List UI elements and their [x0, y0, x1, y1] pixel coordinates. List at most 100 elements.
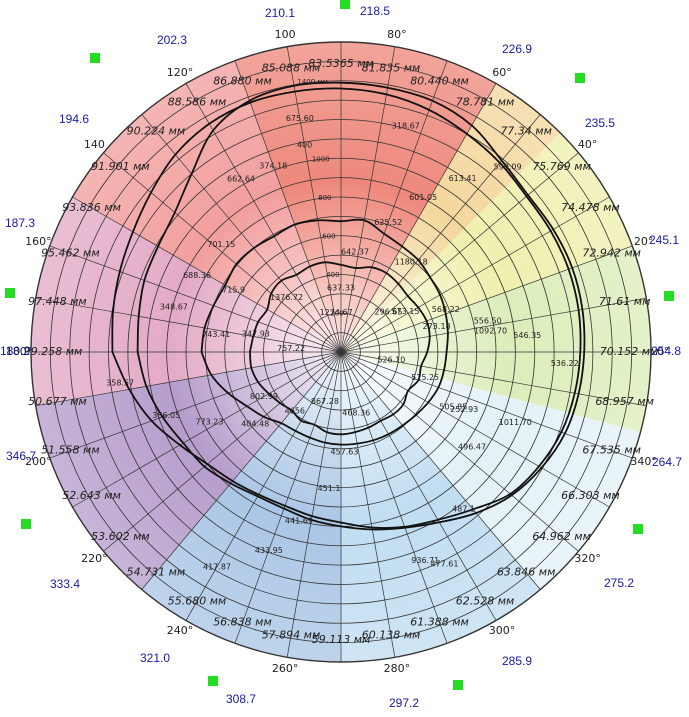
inner-value-label: 715.9 [222, 286, 245, 295]
outer-mm-label: 60.138 мм [362, 629, 421, 642]
blue-side-number: 210.1 [265, 6, 295, 20]
inner-value-label: 515.25 [411, 373, 439, 382]
grid-spoke [72, 351, 342, 508]
inner-value-label: 1092.70 [474, 326, 507, 335]
inner-value-label: 457.63 [330, 447, 358, 456]
radial-tick-label: 600 [322, 232, 335, 240]
grid-spoke [286, 46, 342, 353]
outer-mm-label: 91.901 мм [91, 160, 150, 173]
grid-spoke [103, 351, 342, 552]
outer-mm-label: 77.34 мм [500, 124, 552, 137]
outer-mm-label: 86.880 мм [213, 74, 272, 87]
green-marker [575, 73, 585, 83]
grid-spoke [340, 196, 610, 353]
outer-mm-label: 70.152 мм [600, 345, 659, 358]
grid-spoke [340, 245, 633, 353]
grid-spoke [340, 46, 396, 353]
angle-tick-label: 80° [387, 28, 407, 41]
outer-mm-label: 88.586 мм [168, 96, 227, 109]
grid-spoke [340, 351, 541, 590]
angle-tick-label: 60° [492, 66, 512, 79]
angle-tick-label: 140 [84, 138, 105, 151]
outer-mm-label: 67.535 мм [582, 444, 641, 457]
series-line-middle-loop [200, 218, 449, 446]
angle-tick-label: 120° [167, 66, 194, 79]
inner-value-label: 1376.72 [270, 293, 303, 302]
outer-mm-label: 81.835 мм [362, 61, 421, 74]
inner-value-label: 556.50 [474, 316, 502, 325]
grid-spoke [340, 351, 579, 552]
green-marker [340, 0, 350, 9]
inner-value-label: 487.1 [452, 504, 475, 513]
series-line-inner-wavy [249, 261, 431, 436]
grid-spoke [340, 351, 497, 621]
outer-mm-label: 62.528 мм [456, 594, 515, 607]
blue-side-number: 194.6 [59, 112, 89, 126]
outer-mm-label: 74.478 мм [561, 201, 620, 214]
grid-spoke [185, 351, 342, 621]
angle-tick-label: 240° [167, 624, 194, 637]
inner-value-label: 347.93 [242, 329, 270, 338]
grid-spoke [340, 351, 610, 508]
outer-mm-label: 72.942 мм [582, 246, 641, 259]
chart-labels: 0° 20° 40° 60° 80° 100 120° 140 160° 180° 200° 220°… [0, 4, 682, 710]
green-marker [21, 519, 31, 529]
angle-tick-label: 260° [272, 662, 299, 675]
radial-tick-label: 200 [330, 309, 343, 317]
inner-value-label: 701.15 [207, 240, 235, 249]
outer-mm-label: 99.258 мм [24, 345, 83, 358]
grid-spoke [35, 297, 342, 353]
inner-value-label: 568.22 [432, 305, 460, 314]
grid-spoke [340, 351, 448, 644]
blue-side-number: 333.4 [50, 577, 80, 591]
blue-side-number: 321.0 [140, 651, 170, 665]
angle-tick-label: 180° [6, 345, 33, 358]
inner-value-label: 867.28 [311, 397, 339, 406]
outer-mm-label: 55.680 мм [168, 594, 227, 607]
green-marker [664, 291, 674, 301]
inner-value-label: 637.33 [327, 284, 355, 293]
blue-side-number: 180.2 [0, 344, 30, 358]
angle-tick-label: 220° [81, 552, 108, 565]
grid-spoke [49, 351, 342, 459]
outer-mm-label: 50.677 мм [28, 395, 87, 408]
green-marker [453, 680, 463, 690]
radial-tick-label: 800 [318, 194, 331, 202]
grid-spoke [35, 351, 342, 407]
grid-spoke [340, 297, 647, 353]
outer-mm-label: 57.894 мм [262, 629, 321, 642]
inner-value-label: 4656 [285, 407, 305, 416]
blue-side-number: 218.5 [360, 4, 390, 18]
radial-tick-label: 400 [326, 271, 339, 279]
outer-mm-label: 93.836 мм [62, 201, 121, 214]
inner-value-label: 546.35 [513, 331, 541, 340]
outer-mm-label: 66.303 мм [561, 489, 620, 502]
green-marker [208, 676, 218, 686]
outer-mm-label: 68.957 мм [595, 395, 654, 408]
inner-value-label: 936.71 [411, 556, 439, 565]
outer-mm-label: 97.448 мм [28, 295, 87, 308]
blue-side-number: 275.2 [604, 576, 634, 590]
green-marker [90, 53, 100, 63]
outer-mm-label: 56.838 мм [213, 616, 272, 629]
inner-value-label: 536.22 [551, 359, 579, 368]
outer-mm-label: 80.440 мм [410, 74, 469, 87]
grid-spoke [340, 152, 579, 353]
inner-value-label: 468.36 [342, 409, 370, 418]
outer-mm-label: 52.643 мм [62, 489, 121, 502]
radial-tick-label: 1000 [312, 155, 330, 163]
angle-tick-label: 200° [25, 455, 52, 468]
inner-value-label: 358.57 [106, 379, 134, 388]
grid-spoke [72, 196, 342, 353]
inner-value-label: 252.93 [450, 405, 478, 414]
inner-value-label: 601.05 [409, 193, 437, 202]
inner-value-label: 688.36 [183, 271, 211, 280]
inner-value-label: 496.47 [458, 443, 486, 452]
inner-value-label: 505.85 [439, 402, 467, 411]
grid-spoke [103, 152, 342, 353]
inner-value-label: 613.41 [449, 174, 477, 183]
marker-group [5, 0, 674, 690]
angle-tick-label: 340° [630, 455, 657, 468]
angle-tick-label: 40° [578, 138, 598, 151]
angle-tick-label: 20° [634, 235, 654, 248]
